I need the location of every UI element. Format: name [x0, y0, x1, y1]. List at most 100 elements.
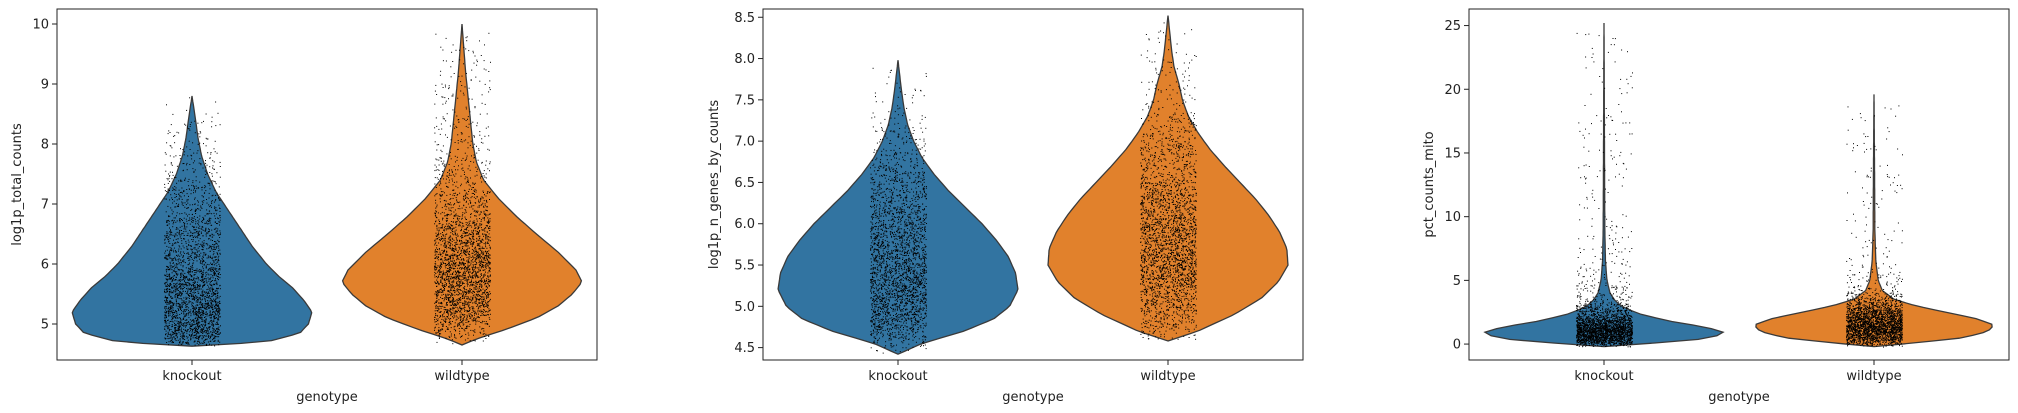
data-point — [179, 326, 181, 328]
data-point — [473, 281, 475, 283]
data-point — [487, 295, 489, 297]
data-point — [192, 239, 194, 241]
data-point — [484, 292, 486, 294]
data-point — [192, 329, 193, 331]
data-point — [169, 231, 171, 233]
data-point — [483, 274, 485, 276]
data-point — [193, 308, 195, 310]
data-point — [447, 327, 449, 329]
data-point — [204, 283, 206, 285]
data-point — [447, 295, 449, 296]
data-point — [450, 243, 452, 244]
data-point — [462, 225, 464, 227]
data-point — [203, 325, 205, 327]
data-point — [176, 165, 178, 167]
data-point — [176, 227, 178, 229]
data-point — [453, 311, 455, 313]
data-point — [198, 332, 199, 334]
data-point — [477, 206, 479, 208]
data-point — [444, 286, 445, 288]
data-point — [439, 330, 441, 332]
data-point — [452, 44, 454, 46]
data-point — [182, 202, 184, 204]
data-point — [187, 248, 189, 250]
data-point — [164, 242, 166, 244]
data-point — [445, 284, 447, 286]
data-point — [487, 217, 489, 219]
data-point — [193, 311, 195, 313]
data-point — [175, 196, 177, 197]
data-point — [216, 309, 218, 310]
data-point — [210, 306, 212, 307]
data-point — [446, 136, 448, 138]
data-point — [452, 285, 454, 287]
data-point — [484, 233, 486, 235]
data-point — [195, 180, 197, 182]
data-point — [476, 196, 478, 198]
data-point — [471, 206, 473, 208]
data-point — [219, 302, 220, 304]
data-point — [173, 342, 174, 343]
data-point — [177, 322, 179, 324]
data-point — [484, 135, 486, 137]
data-point — [481, 300, 483, 302]
data-point — [488, 285, 490, 287]
data-point — [441, 207, 443, 209]
data-point — [199, 209, 201, 211]
data-point — [208, 229, 210, 231]
data-point — [485, 301, 487, 303]
data-point — [181, 180, 183, 182]
data-point — [443, 274, 445, 276]
data-point — [440, 289, 442, 290]
data-point — [165, 302, 166, 304]
data-point — [471, 312, 473, 313]
data-point — [178, 193, 180, 195]
data-point — [477, 275, 479, 277]
data-point — [179, 294, 180, 296]
data-point — [207, 244, 209, 246]
data-point — [208, 297, 210, 299]
data-point — [175, 288, 177, 290]
data-point — [219, 224, 220, 226]
data-point — [179, 192, 181, 193]
data-point — [487, 191, 489, 193]
data-point — [474, 273, 476, 275]
data-point — [202, 286, 204, 288]
data-point — [183, 252, 185, 254]
data-point — [481, 260, 483, 262]
data-point — [456, 267, 458, 269]
data-point — [478, 227, 479, 229]
data-point — [465, 106, 467, 108]
data-point — [180, 191, 182, 193]
data-point — [169, 321, 171, 322]
data-point — [165, 153, 167, 155]
data-point — [448, 294, 450, 295]
data-point — [455, 243, 457, 245]
data-point — [194, 252, 196, 254]
data-point — [214, 273, 215, 275]
data-point — [458, 218, 460, 220]
data-point — [180, 319, 181, 321]
data-point — [214, 307, 216, 309]
data-point — [164, 326, 166, 328]
data-point — [186, 304, 188, 305]
data-point — [201, 226, 203, 228]
data-point — [452, 238, 454, 240]
data-point — [441, 273, 443, 275]
data-point — [478, 306, 480, 308]
data-point — [168, 223, 170, 225]
data-point — [463, 277, 465, 279]
data-point — [218, 306, 220, 308]
data-point — [167, 255, 169, 257]
data-point — [449, 228, 451, 230]
data-point — [195, 326, 197, 328]
data-point — [460, 240, 462, 242]
data-point — [442, 298, 444, 300]
data-point — [451, 263, 452, 265]
data-point — [486, 323, 488, 325]
data-point — [194, 320, 196, 322]
data-point — [219, 253, 221, 255]
data-point — [449, 269, 451, 270]
data-point — [465, 210, 467, 212]
data-point — [202, 258, 204, 260]
